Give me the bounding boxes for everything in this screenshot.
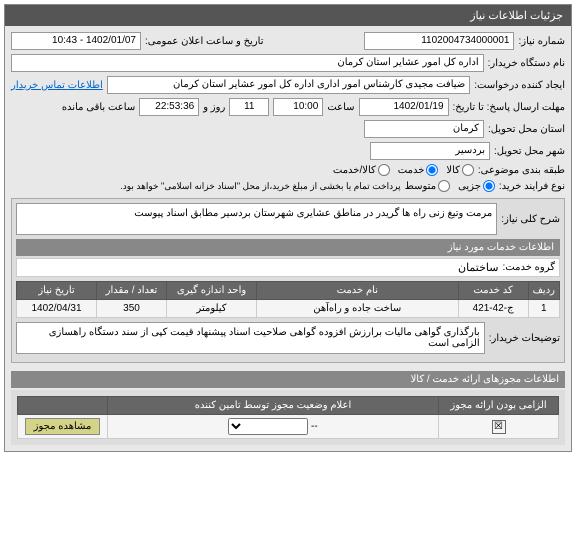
row-need-no: شماره نیاز: 1102004734000001 تاریخ و ساع…	[11, 32, 565, 50]
row-province: استان محل تحویل: کرمان	[11, 120, 565, 138]
radio-kala[interactable]: کالا	[446, 164, 474, 176]
th-qty: تعداد / مقدار	[97, 282, 167, 300]
purchase-note: پرداخت تمام یا بخشی از مبلغ خرید،از محل …	[120, 181, 400, 192]
radio-partial[interactable]: جزیی	[458, 180, 495, 192]
td-mandatory: ☒	[439, 415, 559, 439]
radio-partial-label: جزیی	[458, 181, 481, 192]
permits-title: اطلاعات مجوزهای ارائه خدمت / کالا	[11, 371, 565, 388]
table-row: 1 ج-42-421 ساخت جاده و راه‌آهن کیلومتر 3…	[17, 300, 560, 318]
radio-both[interactable]: کالا/خدمت	[333, 164, 390, 176]
permits-table: الزامی بودن ارائه مجوز اعلام وضعیت مجوز …	[17, 396, 559, 439]
purchase-type-label: نوع فرایند خرید:	[499, 181, 565, 192]
status-text: --	[311, 421, 318, 432]
radio-medium[interactable]: متوسط	[405, 180, 450, 192]
days-remaining: 11	[229, 98, 269, 116]
buyer-org-value: اداره کل امور عشایر استان کرمان	[11, 54, 484, 72]
view-permit-button[interactable]: مشاهده مجوز	[25, 418, 101, 435]
radio-medium-label: متوسط	[405, 181, 436, 192]
th-status: اعلام وضعیت مجوز توسط تامین کننده	[108, 397, 439, 415]
announce-date-value: 1402/01/07 - 10:43	[11, 32, 141, 50]
row-classification: طبقه بندی موضوعی: کالا خدمت کالا/خدمت	[11, 164, 565, 176]
inner-section: شرح کلی نیاز: مرمت وتیغ زنی راه ها گریدر…	[11, 198, 565, 363]
th-unit: واحد اندازه گیری	[167, 282, 257, 300]
th-mandatory: الزامی بودن ارائه مجوز	[439, 397, 559, 415]
radio-khedmat-label: خدمت	[398, 165, 425, 176]
row-buyer-org: نام دستگاه خریدار: اداره کل امور عشایر ا…	[11, 54, 565, 72]
need-desc-label: شرح کلی نیاز:	[501, 214, 560, 225]
td-code: ج-42-421	[458, 300, 528, 318]
row-need-desc: شرح کلی نیاز: مرمت وتیغ زنی راه ها گریدر…	[16, 203, 560, 235]
td-qty: 350	[97, 300, 167, 318]
city-label: شهر محل تحویل:	[494, 146, 565, 157]
panel-body: شماره نیاز: 1102004734000001 تاریخ و ساع…	[5, 26, 571, 451]
contact-link[interactable]: اطلاعات تماس خریدار	[11, 80, 103, 91]
row-city: شهر محل تحویل: بردسیر	[11, 142, 565, 160]
days-and-label: روز و	[203, 102, 225, 113]
row-group: گروه خدمت: ساختمان	[16, 258, 560, 277]
td-btn: مشاهده مجوز	[18, 415, 108, 439]
province-label: استان محل تحویل:	[488, 124, 565, 135]
deadline-time-value: 10:00	[273, 98, 323, 116]
type-radio-group: جزیی متوسط	[405, 180, 495, 192]
deadline-date-value: 1402/01/19	[359, 98, 449, 116]
group-value: ساختمان	[458, 261, 498, 274]
radio-both-label: کالا/خدمت	[333, 165, 376, 176]
td-row: 1	[528, 300, 559, 318]
details-panel: جزئیات اطلاعات نیاز شماره نیاز: 11020047…	[4, 4, 572, 452]
buyer-notes-label: توضیحات خریدار:	[489, 333, 560, 344]
buyer-notes-value: بارگذاری گواهی مالیات برارزش افزوده گواه…	[16, 322, 485, 354]
status-select[interactable]	[228, 418, 308, 435]
th-date: تاریخ نیاز	[17, 282, 97, 300]
deadline-label: مهلت ارسال پاسخ: تا تاریخ:	[453, 102, 565, 113]
td-name: ساخت جاده و راه‌آهن	[257, 300, 459, 318]
group-label: گروه خدمت:	[502, 262, 555, 273]
need-desc-value: مرمت وتیغ زنی راه ها گریدر در مناطق عشای…	[16, 203, 497, 235]
class-radio-group: کالا خدمت کالا/خدمت	[333, 164, 474, 176]
creator-label: ایجاد کننده درخواست:	[474, 80, 565, 91]
row-buyer-notes: توضیحات خریدار: بارگذاری گواهی مالیات بر…	[16, 322, 560, 354]
th-code: کد خدمت	[458, 282, 528, 300]
th-empty	[18, 397, 108, 415]
time-remaining: 22:53:36	[139, 98, 199, 116]
mandatory-check-icon: ☒	[492, 420, 506, 434]
city-value: بردسیر	[370, 142, 490, 160]
td-unit: کیلومتر	[167, 300, 257, 318]
buyer-org-label: نام دستگاه خریدار:	[488, 58, 565, 69]
row-creator: ایجاد کننده درخواست: ضیافت مجیدی کارشناس…	[11, 76, 565, 94]
radio-kala-label: کالا	[446, 165, 460, 176]
remaining-label: ساعت باقی مانده	[62, 102, 135, 113]
need-no-label: شماره نیاز:	[518, 36, 565, 47]
need-no-value: 1102004734000001	[364, 32, 514, 50]
row-purchase-type: نوع فرایند خرید: جزیی متوسط پرداخت تمام …	[11, 180, 565, 192]
announce-date-label: تاریخ و ساعت اعلان عمومی:	[145, 36, 264, 47]
panel-title: جزئیات اطلاعات نیاز	[5, 5, 571, 26]
permit-row: ☒ -- مشاهده مجوز	[18, 415, 559, 439]
th-name: نام خدمت	[257, 282, 459, 300]
permits-section: الزامی بودن ارائه مجوز اعلام وضعیت مجوز …	[11, 390, 565, 445]
province-value: کرمان	[364, 120, 484, 138]
th-row: ردیف	[528, 282, 559, 300]
creator-value: ضیافت مجیدی کارشناس امور اداری اداره کل …	[107, 76, 470, 94]
time-label-1: ساعت	[327, 102, 354, 113]
td-status: --	[108, 415, 439, 439]
services-table: ردیف کد خدمت نام خدمت واحد اندازه گیری ت…	[16, 281, 560, 318]
row-deadline: مهلت ارسال پاسخ: تا تاریخ: 1402/01/19 سا…	[11, 98, 565, 116]
class-label: طبقه بندی موضوعی:	[478, 165, 565, 176]
radio-khedmat[interactable]: خدمت	[398, 164, 439, 176]
services-title: اطلاعات خدمات مورد نیاز	[16, 239, 560, 256]
td-date: 1402/04/31	[17, 300, 97, 318]
